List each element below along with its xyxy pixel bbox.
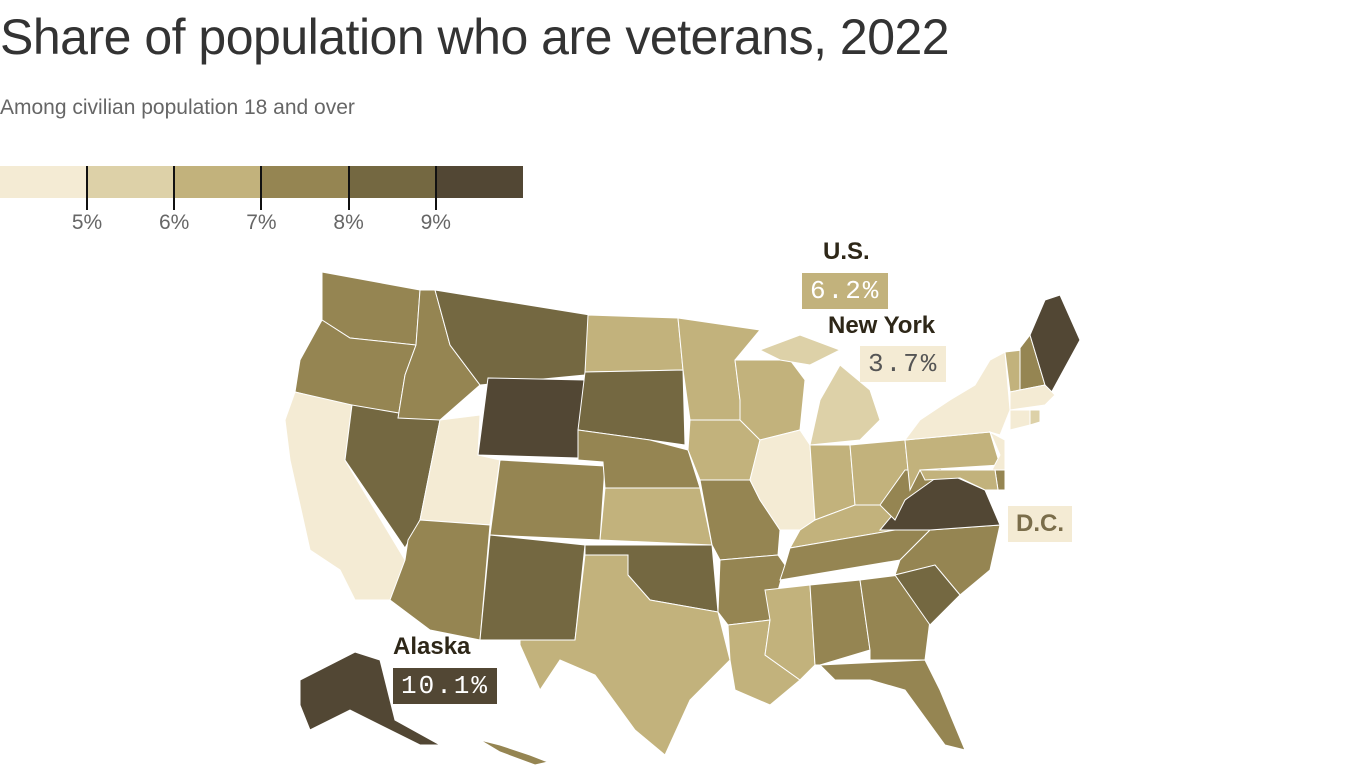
state-ri xyxy=(1029,409,1041,426)
state-mi xyxy=(809,364,881,446)
state-fl xyxy=(818,659,966,751)
legend-tick xyxy=(173,166,176,210)
legend-tick-label: 9% xyxy=(420,211,451,234)
legend-tick-label: 7% xyxy=(246,211,277,234)
state-nm xyxy=(479,534,586,641)
color-legend xyxy=(0,166,524,198)
state-ks xyxy=(599,487,713,546)
legend-tick xyxy=(347,166,350,210)
state-ny xyxy=(903,351,1011,441)
legend-tick-label: 8% xyxy=(333,211,364,234)
state-sd xyxy=(577,369,686,446)
legend-swatch xyxy=(261,166,349,198)
page-title: Share of population who are veterans, 20… xyxy=(0,9,950,65)
dc-label: D.C. xyxy=(1008,506,1072,542)
legend-tick xyxy=(260,166,263,210)
state-hi xyxy=(479,739,550,766)
ak-value: 10.1% xyxy=(393,668,498,704)
state-co xyxy=(489,459,606,541)
legend-tick-label: 6% xyxy=(159,211,190,234)
ny-value: 3.7% xyxy=(860,346,947,382)
state-ma xyxy=(1009,384,1056,411)
state-md xyxy=(919,469,999,491)
subtitle: Among civilian population 18 and over xyxy=(0,96,355,119)
state-wy xyxy=(477,377,586,459)
legend-swatch xyxy=(348,166,436,198)
state-mi xyxy=(758,334,842,366)
legend-swatch xyxy=(0,166,88,198)
state-ct xyxy=(1009,409,1031,431)
legend-tick xyxy=(86,166,88,210)
state-al xyxy=(809,579,871,666)
legend-swatch xyxy=(174,166,262,198)
ny-label: New York xyxy=(828,312,936,339)
legend-tick-label: 5% xyxy=(71,211,103,234)
state-az xyxy=(389,519,491,641)
ak-label: Alaska xyxy=(393,633,471,660)
state-nd xyxy=(584,314,684,373)
state-tx xyxy=(519,554,731,756)
legend-tick xyxy=(434,166,437,210)
legend-swatch xyxy=(87,166,175,198)
state-sc xyxy=(894,564,961,626)
legend-swatch xyxy=(435,166,524,198)
state-ak xyxy=(299,651,442,746)
us-label: U.S. xyxy=(823,238,870,265)
us-value: 6.2% xyxy=(802,273,889,309)
